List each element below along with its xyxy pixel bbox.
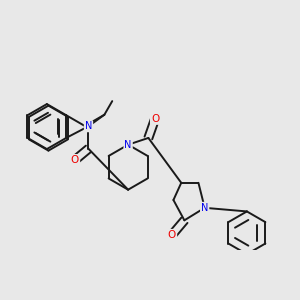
Text: N: N <box>85 121 92 131</box>
Text: N: N <box>124 140 132 150</box>
Text: N: N <box>201 203 208 213</box>
Text: O: O <box>71 155 79 165</box>
Text: O: O <box>168 230 176 240</box>
Text: O: O <box>151 114 159 124</box>
